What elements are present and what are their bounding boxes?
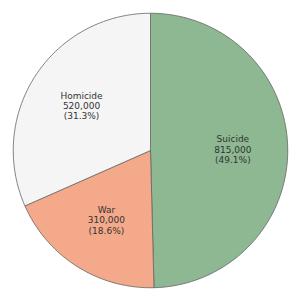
svg-text:War310,000(18.6%): War310,000(18.6%): [88, 205, 125, 236]
svg-text:Homicide520,000(31.3%): Homicide520,000(31.3%): [60, 90, 103, 121]
svg-text:Suicide815,000(49.1%): Suicide815,000(49.1%): [214, 134, 251, 165]
